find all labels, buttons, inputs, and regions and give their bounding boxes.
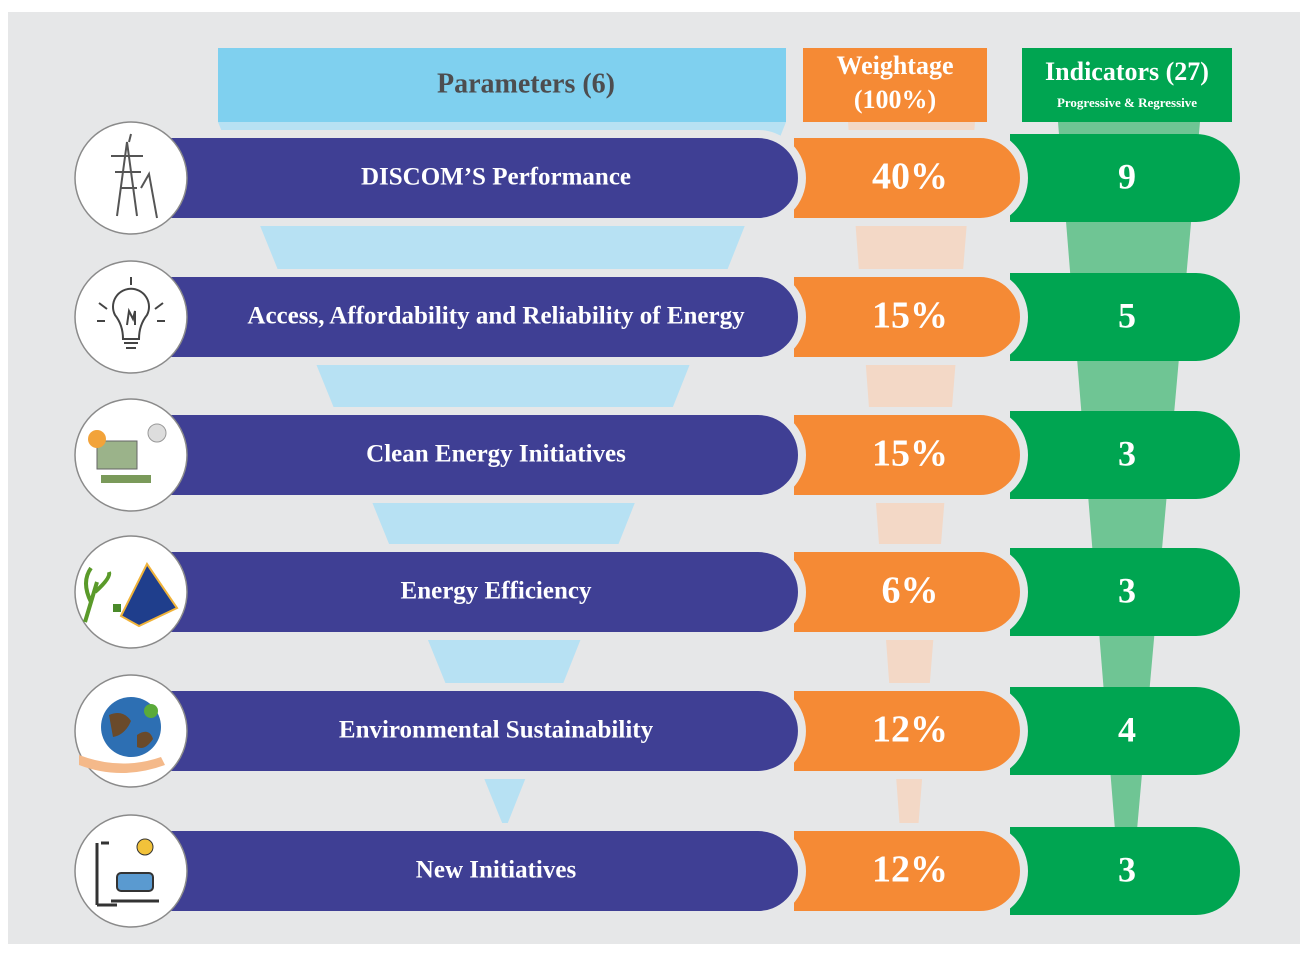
icon-bolt: [137, 839, 153, 855]
icon-circle: [75, 815, 187, 927]
weightage-header-text: (100%): [854, 85, 936, 114]
parameter-label: Energy Efficiency: [401, 578, 592, 605]
indicators-header-text: Indicators (27): [1045, 57, 1209, 86]
indicators-label: 9: [1118, 156, 1136, 196]
icon-sun: [88, 430, 106, 448]
weightage-label: 12%: [872, 709, 948, 751]
indicators-label: 3: [1118, 849, 1136, 889]
icon-circle: [75, 536, 187, 648]
parameter-label: New Initiatives: [416, 857, 577, 884]
parameter-label: Access, Affordability and Reliability of…: [247, 303, 745, 330]
indicators-label: 4: [1118, 709, 1136, 749]
parameter-label: Clean Energy Initiatives: [366, 441, 626, 468]
indicators-label: 3: [1118, 570, 1136, 610]
icon-base: [101, 475, 151, 483]
parameter-label: DISCOM’S Performance: [361, 164, 631, 191]
weightage-label: 12%: [872, 849, 948, 891]
weightage-label: 40%: [872, 156, 948, 198]
indicators-label: 5: [1118, 295, 1136, 335]
indicators-header-note: Progressive & Regressive: [1057, 95, 1197, 110]
icon-car: [117, 873, 153, 891]
parameters-header-text: Parameters (6): [437, 68, 615, 99]
icon-bulb: [148, 424, 166, 442]
icon-window: [113, 604, 121, 612]
parameter-label: Environmental Sustainability: [339, 717, 654, 744]
weightage-label: 15%: [872, 295, 948, 337]
infographic: Parameters (6) Weightage (100%) Indicato…: [0, 0, 1308, 956]
weightage-header-text: Weightage: [837, 51, 954, 80]
icon-tree: [144, 704, 158, 718]
indicators-label: 3: [1118, 433, 1136, 473]
weightage-label: 6%: [882, 570, 939, 612]
weightage-label: 15%: [872, 433, 948, 475]
